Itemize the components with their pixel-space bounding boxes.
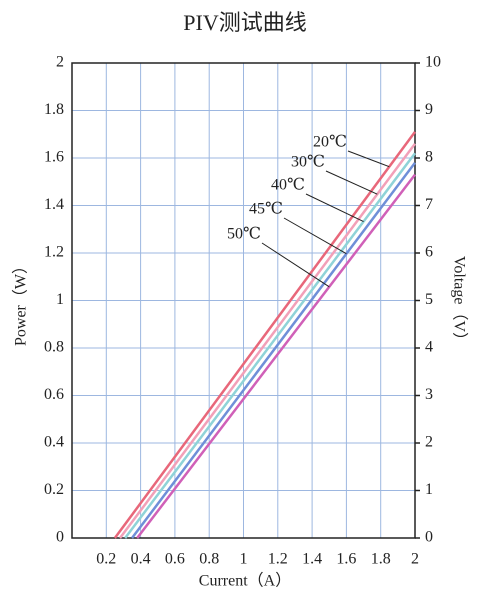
series-line: [136, 173, 416, 539]
series-line: [131, 161, 416, 539]
y2-tick-label: 10: [425, 54, 441, 71]
y-tick-label: 0.4: [44, 434, 64, 451]
series-line: [124, 152, 416, 539]
y2-tick-label: 5: [425, 291, 433, 308]
y2-tick-label: 7: [425, 196, 433, 213]
series-label: 50℃: [227, 226, 261, 243]
x-tick-label: 2: [411, 551, 419, 568]
y-tick-label: 0.8: [44, 339, 64, 356]
x-tick-label: 1.6: [336, 551, 356, 568]
y-tick-label: 0.6: [44, 386, 64, 403]
y-tick-label: 1.8: [44, 101, 64, 118]
series-label: 45℃: [249, 201, 283, 218]
series-line: [113, 131, 417, 539]
x-tick-label: 1: [240, 551, 248, 568]
y2-tick-label: 6: [425, 244, 433, 261]
x-tick-label: 0.2: [96, 551, 116, 568]
label-leader: [261, 242, 330, 288]
y-axis-label: Power（W）: [12, 258, 30, 346]
series-label: 40℃: [271, 177, 305, 194]
series-line: [119, 143, 417, 539]
x-tick-label: 1.2: [268, 551, 288, 568]
chart-title: PIV测试曲线: [183, 10, 306, 35]
y2-axis-label: Voltage（V）: [450, 256, 468, 348]
y2-tick-label: 1: [425, 481, 433, 498]
y-tick-label: 1: [56, 291, 64, 308]
y-tick-label: 1.2: [44, 244, 64, 261]
y2-tick-label: 4: [425, 339, 433, 356]
y-tick-label: 0.2: [44, 481, 64, 498]
x-tick-label: 0.6: [165, 551, 185, 568]
x-tick-label: 1.4: [302, 551, 322, 568]
series-label: 30℃: [291, 154, 325, 171]
y-tick-label: 0: [56, 529, 64, 546]
y-tick-label: 1.6: [44, 149, 64, 166]
y2-tick-label: 2: [425, 434, 433, 451]
x-tick-label: 0.4: [131, 551, 151, 568]
label-leader: [347, 150, 390, 168]
label-leader: [283, 217, 347, 255]
x-tick-label: 1.8: [371, 551, 391, 568]
y2-tick-label: 0: [425, 529, 433, 546]
y-tick-label: 2: [56, 54, 64, 71]
x-axis-label: Current（A）: [199, 572, 291, 590]
y2-tick-label: 9: [425, 101, 433, 118]
series-label: 20℃: [313, 134, 347, 151]
label-leader: [305, 193, 364, 222]
y-tick-label: 1.4: [44, 196, 64, 213]
plot-frame: [71, 62, 416, 539]
label-leader: [325, 170, 378, 195]
y2-tick-label: 8: [425, 149, 433, 166]
x-tick-label: 0.8: [199, 551, 219, 568]
y2-tick-label: 3: [425, 386, 433, 403]
